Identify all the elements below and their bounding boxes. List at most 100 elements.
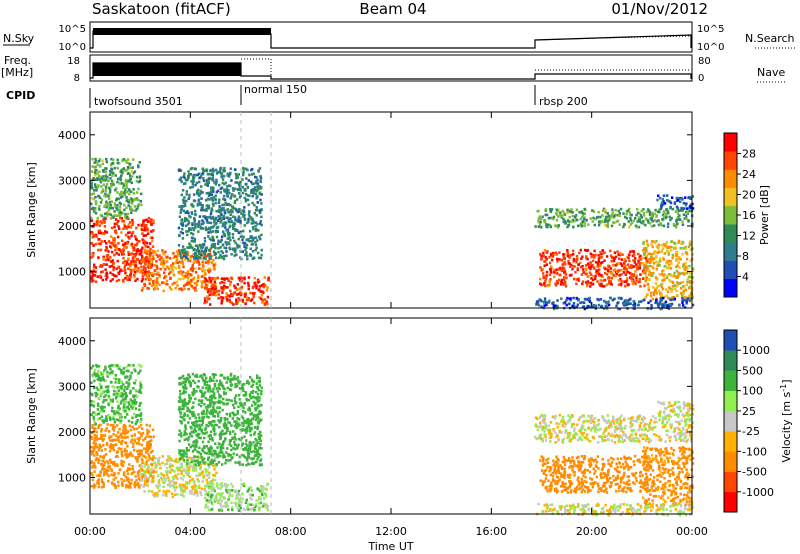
- power-cell: [200, 280, 203, 283]
- power-cell: [659, 257, 662, 261]
- power-cell: [238, 298, 241, 302]
- power-cell: [196, 248, 200, 252]
- power-cell: [664, 300, 668, 304]
- velocity-cell: [185, 481, 188, 484]
- velocity-cell: [224, 501, 227, 505]
- velocity-cell: [148, 435, 151, 438]
- power-cell: [250, 188, 253, 192]
- velocity-cell: [92, 483, 96, 486]
- power-cell: [104, 185, 108, 189]
- power-cell: [614, 274, 618, 278]
- velocity-cell: [234, 461, 237, 464]
- velocity-cell: [236, 492, 239, 495]
- power-cell: [590, 265, 593, 268]
- power-cell: [619, 277, 622, 281]
- power-cell: [98, 196, 102, 200]
- power-cell: [242, 241, 245, 244]
- power-cell: [191, 223, 194, 227]
- velocity-cell: [204, 406, 208, 409]
- power-cell: [635, 274, 638, 278]
- velocity-cell: [230, 448, 233, 452]
- power-cell: [234, 218, 237, 222]
- power-cell: [660, 203, 663, 207]
- velocity-cell: [193, 381, 197, 385]
- power-cell: [657, 284, 660, 288]
- velocity-cell: [228, 496, 231, 499]
- power-cell: [585, 281, 588, 284]
- power-cell: [563, 260, 566, 264]
- power-cell: [168, 256, 172, 260]
- power-cell: [654, 241, 657, 245]
- nave-tick-top: 80: [698, 56, 711, 67]
- velocity-cell: [234, 413, 237, 417]
- power-cell: [567, 262, 570, 265]
- power-cell: [644, 279, 647, 283]
- power-region: [539, 248, 650, 288]
- power-cell: [198, 220, 201, 223]
- power-cell: [648, 273, 651, 276]
- power-cell: [184, 275, 187, 278]
- power-cell: [200, 268, 203, 271]
- power-cell: [655, 297, 658, 300]
- velocity-cell: [122, 431, 125, 435]
- power-cell: [223, 211, 226, 214]
- velocity-cell: [155, 484, 158, 487]
- power-cell: [108, 192, 111, 196]
- velocity-cell: [108, 449, 112, 453]
- power-cell: [236, 293, 239, 296]
- power-cell: [201, 282, 204, 285]
- power-cell: [131, 263, 135, 266]
- power-cell: [216, 219, 220, 223]
- velocity-cell: [156, 494, 159, 498]
- power-cell: [250, 222, 253, 225]
- power-cell: [629, 250, 632, 254]
- power-cell: [91, 197, 94, 200]
- power-cell: [575, 218, 579, 222]
- power-cell: [232, 224, 236, 227]
- velocity-cell: [194, 459, 198, 463]
- velocity-cell: [180, 472, 183, 475]
- velocity-cell: [93, 484, 96, 488]
- velocity-cell: [265, 488, 269, 491]
- velocity-cell: [177, 408, 181, 411]
- power-cell: [562, 212, 566, 215]
- power-cell: [218, 256, 221, 260]
- power-cell: [611, 211, 614, 214]
- power-cell: [235, 302, 239, 305]
- power-cell: [109, 217, 113, 220]
- power-cell: [124, 215, 127, 219]
- power-cell: [596, 262, 600, 265]
- velocity-cell: [156, 474, 160, 477]
- power-cell: [227, 231, 230, 235]
- power-cell: [259, 222, 262, 225]
- power-cell: [631, 274, 635, 278]
- velocity-cell: [196, 434, 199, 438]
- power-cell: [610, 224, 614, 228]
- power-cell: [100, 191, 103, 194]
- power-cell: [199, 189, 202, 193]
- velocity-cell: [103, 461, 107, 464]
- power-cell: [201, 254, 205, 257]
- power-cell: [158, 275, 162, 279]
- power-cell: [665, 245, 668, 249]
- power-cell: [257, 288, 260, 292]
- power-cell: [630, 221, 634, 225]
- power-cell: [135, 179, 139, 183]
- velocity-cell: [185, 455, 188, 458]
- velocity-cell: [145, 450, 149, 453]
- power-cell: [259, 177, 263, 180]
- power-cell: [676, 281, 679, 284]
- power-cell: [657, 289, 661, 293]
- power-cell: [94, 185, 97, 189]
- power-cell: [180, 287, 183, 290]
- power-cell: [251, 217, 254, 221]
- nsky-trace-2: [534, 35, 692, 41]
- power-cell: [226, 172, 229, 176]
- power-cell: [95, 188, 98, 191]
- velocity-cell: [225, 503, 228, 506]
- power-cell: [233, 228, 237, 231]
- power-cell: [110, 171, 113, 174]
- power-cell: [260, 253, 263, 257]
- power-cell: [251, 286, 255, 290]
- power-cell: [178, 266, 181, 270]
